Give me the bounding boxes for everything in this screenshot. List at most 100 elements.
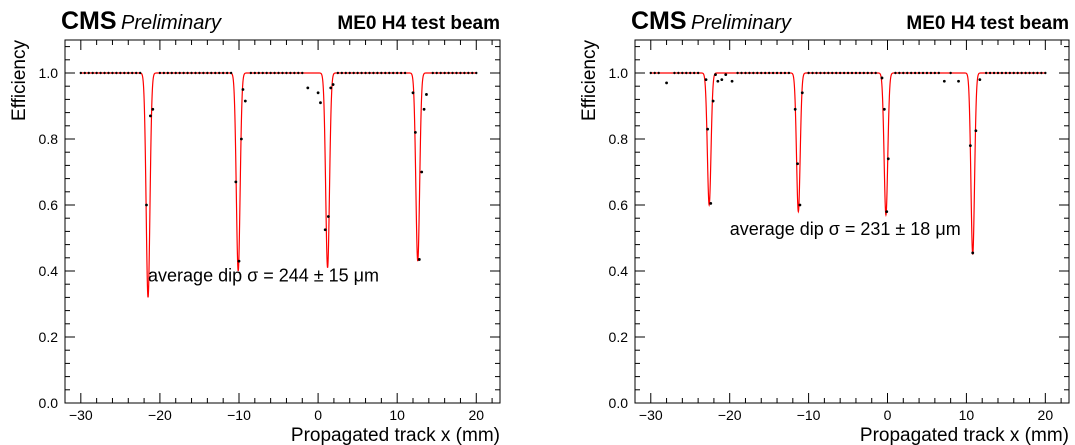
data-point xyxy=(87,71,90,75)
data-point xyxy=(685,71,688,75)
data-point xyxy=(467,71,470,75)
data-point xyxy=(1044,71,1047,75)
y-tick-label: 0.8 xyxy=(39,131,59,147)
data-point xyxy=(957,79,960,83)
data-point xyxy=(921,71,925,75)
y-tick-label: 0.8 xyxy=(609,131,629,147)
data-point xyxy=(929,71,933,75)
y-axis-label: Efficiency xyxy=(579,40,600,121)
data-point xyxy=(1036,71,1039,75)
data-point xyxy=(166,71,170,75)
data-point xyxy=(720,78,724,81)
data-point xyxy=(119,71,122,75)
data-point xyxy=(186,71,189,75)
data-point xyxy=(281,71,284,75)
data-point xyxy=(319,101,322,105)
data-point xyxy=(420,170,424,174)
data-point xyxy=(1012,71,1015,75)
data-point xyxy=(198,71,201,75)
data-point xyxy=(293,71,296,75)
data-point xyxy=(992,71,996,75)
data-point xyxy=(123,71,126,75)
data-point xyxy=(107,71,110,75)
data-point xyxy=(1016,71,1019,75)
x-tick-label: −20 xyxy=(148,407,172,423)
data-point xyxy=(145,203,148,207)
x-tick-label: 0 xyxy=(314,407,322,423)
data-point xyxy=(1020,71,1023,75)
fit-annotation: average dip σ = 231 ± 18 μm xyxy=(730,219,961,239)
data-point xyxy=(787,71,791,75)
data-point xyxy=(1008,71,1012,75)
data-point xyxy=(413,131,417,134)
data-point xyxy=(372,71,375,75)
data-point xyxy=(827,71,830,75)
data-point xyxy=(811,71,814,75)
data-point xyxy=(793,107,797,111)
data-point xyxy=(894,71,897,75)
data-point xyxy=(807,71,810,75)
data-point xyxy=(854,71,858,75)
data-point xyxy=(902,71,905,75)
data-point xyxy=(870,71,873,75)
y-tick-label: 0.0 xyxy=(39,395,59,411)
data-point xyxy=(760,71,763,75)
data-point xyxy=(403,71,407,75)
data-point xyxy=(384,71,387,75)
data-point xyxy=(79,71,83,75)
data-point xyxy=(800,91,804,95)
data-point xyxy=(210,71,213,75)
experiment-label: CMS xyxy=(61,7,117,35)
chart-panel-right: CMS Preliminary ME0 H4 test beam −30 −20 −10 0… xyxy=(570,0,1075,445)
x-tick-label: 20 xyxy=(1038,407,1054,423)
data-point xyxy=(752,71,755,75)
data-point xyxy=(1032,71,1035,75)
status-label: Preliminary xyxy=(691,12,792,34)
data-point xyxy=(724,73,728,77)
data-point xyxy=(289,71,292,75)
data-point xyxy=(285,71,288,75)
fit-annotation: average dip σ = 244 ± 15 μm xyxy=(148,266,379,286)
data-point xyxy=(162,71,166,75)
data-point xyxy=(253,71,257,75)
data-point xyxy=(443,71,446,75)
data-point xyxy=(331,83,335,86)
status-label: Preliminary xyxy=(121,12,222,34)
efficiency-chart-right: CMS Preliminary ME0 H4 test beam −30 −20 −10 0… xyxy=(579,7,1070,445)
y-tick-label: 0.2 xyxy=(39,329,59,345)
data-point xyxy=(1040,71,1043,75)
data-point xyxy=(971,251,975,255)
data-point xyxy=(368,71,371,75)
data-point xyxy=(767,71,771,75)
data-point xyxy=(677,71,680,75)
data-point xyxy=(306,86,310,90)
data-point xyxy=(174,71,177,75)
data-point xyxy=(194,71,197,75)
data-point xyxy=(933,71,937,75)
data-point xyxy=(323,228,327,232)
x-axis-label: Propagated track x (mm) xyxy=(860,425,1069,445)
data-point xyxy=(277,71,280,75)
data-point xyxy=(740,71,743,75)
data-point xyxy=(756,71,759,75)
data-point xyxy=(91,71,94,75)
data-point xyxy=(234,180,238,184)
data-point xyxy=(711,99,715,103)
data-point xyxy=(709,201,713,205)
x-tick-label: −10 xyxy=(227,407,251,423)
data-point xyxy=(835,71,838,75)
data-point xyxy=(1024,71,1027,75)
y-axis-label: Efficiency xyxy=(9,40,30,121)
chart-title: ME0 H4 test beam xyxy=(906,13,1069,34)
data-point xyxy=(360,71,363,75)
data-point xyxy=(182,71,185,75)
data-point xyxy=(886,157,890,161)
data-point xyxy=(692,71,696,75)
data-point xyxy=(882,107,886,111)
data-point xyxy=(880,76,884,80)
data-point xyxy=(846,71,850,75)
data-point xyxy=(83,71,86,75)
data-point xyxy=(455,71,458,75)
x-tick-label: −20 xyxy=(718,407,742,423)
data-point xyxy=(1004,71,1008,75)
